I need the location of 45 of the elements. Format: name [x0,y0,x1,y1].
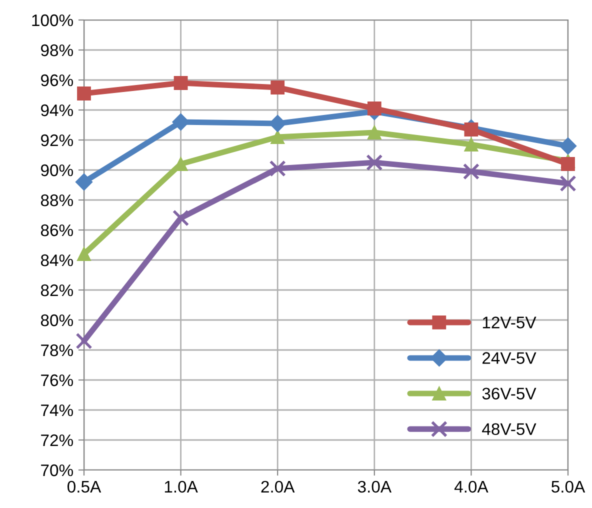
point [559,137,577,155]
x-tick-label: 5.0A [552,480,586,493]
x-tick-label: 1.0A [164,480,198,493]
point [464,122,478,136]
point [270,80,285,94]
y-tick-label: 96% [41,74,73,86]
y-tick-label: 80% [40,314,73,326]
point [174,76,188,90]
legend-label: 48V-5V [482,423,536,436]
point [269,114,286,132]
y-tick-label: 86% [40,224,73,236]
point [270,130,285,144]
y-tick-label: 98% [41,44,73,56]
legend-label: 36V-5V [482,388,536,400]
y-tick-label: 74% [41,404,73,416]
point [366,154,383,171]
x-tick-label: 4.0A [454,480,488,493]
x-tick-label: 3.0A [358,480,392,493]
point [172,210,190,226]
x-tick-label: 2.0A [261,480,295,493]
y-tick-label: 78% [41,344,73,356]
point [462,163,480,180]
legend-label: 24V-5V [482,352,536,364]
point [75,173,93,191]
point [367,102,382,116]
x-tick-label: 0.5A [68,480,102,493]
point [367,126,382,140]
y-tick-label: 84% [40,254,73,266]
point [77,247,91,261]
y-tick-label: 82% [40,284,73,296]
y-tick-label: 90% [41,164,73,176]
y-tick-label: 76% [41,374,73,386]
point [77,86,91,100]
point [464,138,478,152]
point [76,332,92,350]
y-tick-label: 94% [41,104,73,116]
y-tick-label: 70% [41,464,73,476]
point [561,157,575,171]
y-tick-label: 92% [41,134,73,146]
legend-label: 12V-5V [482,316,536,328]
point [269,160,286,177]
y-tick-label: 100% [32,14,73,26]
y-tick-label: 72% [41,434,73,446]
point [560,175,576,192]
y-tick-label: 88% [40,194,73,206]
